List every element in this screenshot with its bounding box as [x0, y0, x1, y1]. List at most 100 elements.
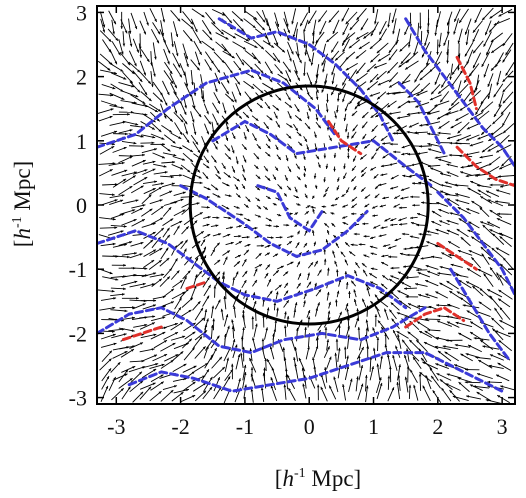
velocity-arrow — [415, 101, 430, 108]
velocity-arrow — [182, 30, 193, 42]
velocity-arrow — [441, 252, 453, 259]
velocity-arrow — [351, 196, 358, 202]
velocity-arrow — [212, 113, 219, 126]
velocity-arrow — [221, 271, 225, 279]
velocity-arrow — [100, 333, 116, 340]
velocity-arrow — [170, 258, 178, 269]
velocity-arrow — [342, 38, 350, 53]
velocity-arrow — [241, 183, 246, 190]
velocity-arrow — [162, 218, 174, 227]
velocity-arrow — [223, 172, 231, 178]
velocity-arrow — [99, 217, 116, 221]
velocity-arrow — [419, 62, 430, 74]
velocity-arrow — [431, 255, 443, 259]
velocity-arrow — [161, 234, 171, 246]
velocity-arrow — [446, 11, 453, 26]
velocity-arrow — [464, 42, 474, 57]
velocity-arrow — [358, 243, 366, 246]
velocity-arrow — [476, 373, 493, 380]
velocity-arrow — [439, 378, 453, 390]
velocity-arrow — [204, 354, 214, 369]
blue-contour — [127, 351, 504, 393]
velocity-arrow — [172, 52, 181, 68]
velocity-arrow — [111, 19, 115, 35]
velocity-arrow — [360, 18, 369, 31]
velocity-arrow — [317, 162, 321, 168]
velocity-arrow — [133, 323, 148, 328]
velocity-arrow — [161, 182, 175, 188]
velocity-arrow — [396, 330, 409, 339]
velocity-arrow — [479, 207, 490, 218]
velocity-arrow — [425, 293, 438, 299]
velocity-arrow — [435, 11, 441, 29]
velocity-arrow — [468, 249, 483, 257]
velocity-arrow — [130, 185, 144, 194]
velocity-arrow — [413, 384, 419, 401]
velocity-arrow — [446, 280, 459, 290]
velocity-arrow — [255, 197, 261, 202]
velocity-arrow — [118, 82, 135, 88]
velocity-arrow — [406, 348, 410, 362]
velocity-arrow — [345, 187, 350, 194]
velocity-arrow — [234, 184, 239, 190]
velocity-arrow — [250, 388, 254, 403]
velocity-arrow — [455, 199, 470, 205]
velocity-arrow — [140, 91, 152, 102]
velocity-arrow — [464, 18, 472, 35]
velocity-arrow — [287, 110, 292, 120]
velocity-arrow — [404, 354, 410, 371]
velocity-arrow — [426, 241, 439, 247]
velocity-arrow — [425, 265, 439, 270]
velocity-arrow — [174, 297, 182, 310]
velocity-arrow — [436, 372, 452, 381]
velocity-arrow — [397, 290, 410, 297]
velocity-arrow — [502, 257, 514, 270]
velocity-arrow — [370, 252, 377, 256]
velocity-arrow — [297, 319, 303, 331]
velocity-arrow — [306, 309, 311, 318]
velocity-arrow — [353, 298, 357, 307]
velocity-arrow — [162, 323, 178, 329]
velocity-arrow — [499, 319, 515, 329]
velocity-arrow — [150, 381, 165, 391]
velocity-arrow — [152, 81, 163, 96]
velocity-arrow — [286, 123, 293, 128]
velocity-arrow — [99, 145, 115, 155]
velocity-arrow — [340, 251, 346, 258]
velocity-arrow — [130, 241, 144, 247]
velocity-arrow — [190, 134, 199, 145]
red-contour — [455, 145, 515, 188]
velocity-arrow — [304, 193, 308, 199]
velocity-arrow — [243, 203, 249, 208]
velocity-arrow — [393, 150, 401, 154]
velocity-arrow — [482, 345, 500, 350]
velocity-arrow — [325, 186, 329, 193]
velocity-arrow — [361, 121, 368, 129]
velocity-arrow — [252, 39, 265, 50]
velocity-arrow — [241, 279, 247, 289]
velocity-arrow — [263, 121, 270, 130]
red-contour — [404, 306, 466, 329]
velocity-arrow — [328, 10, 340, 23]
velocity-arrow — [160, 247, 169, 260]
velocity-arrow — [396, 115, 411, 120]
velocity-arrow — [149, 199, 163, 205]
velocity-arrow — [202, 386, 213, 400]
velocity-arrow — [415, 339, 428, 353]
velocity-arrow — [213, 285, 217, 298]
velocity-arrow — [171, 164, 184, 170]
velocity-arrow — [373, 173, 379, 179]
velocity-arrow — [317, 269, 322, 277]
velocity-arrow — [388, 255, 398, 259]
velocity-arrow — [272, 52, 281, 63]
velocity-arrow — [307, 10, 317, 25]
velocity-arrow — [232, 344, 238, 359]
velocity-arrow — [109, 121, 126, 126]
velocity-arrow — [314, 260, 319, 267]
blue-contour — [256, 184, 324, 233]
velocity-arrow — [231, 319, 235, 332]
velocity-arrow — [487, 199, 504, 207]
red-contour — [436, 242, 478, 271]
velocity-arrow — [417, 151, 428, 155]
velocity-arrow — [163, 48, 170, 65]
